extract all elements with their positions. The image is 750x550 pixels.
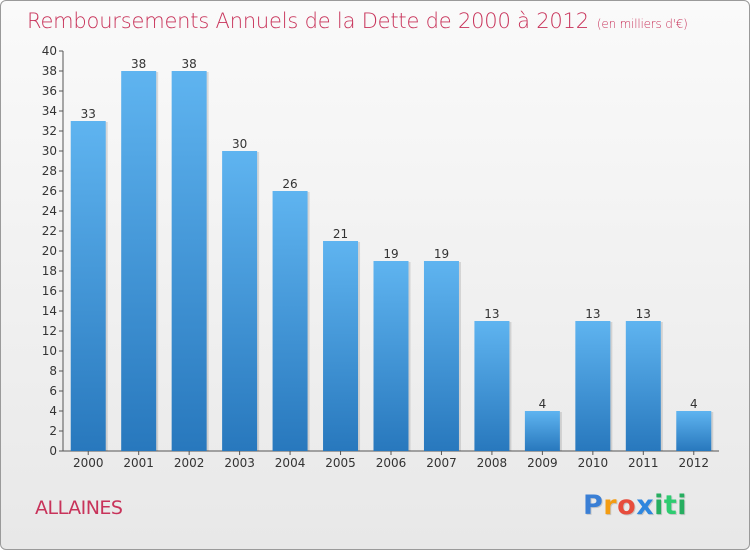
chart-subtitle: (en milliers d'€) <box>596 17 688 31</box>
y-tick-label: 10 <box>42 344 57 358</box>
bar-value-label: 26 <box>282 177 297 191</box>
x-tick-label: 2010 <box>578 456 609 470</box>
y-tick-label: 12 <box>42 324 57 338</box>
bar <box>272 191 308 451</box>
logo-letter: o <box>617 490 637 521</box>
x-tick-label: 2001 <box>123 456 154 470</box>
y-tick-label: 36 <box>42 84 57 98</box>
y-tick-label: 30 <box>42 144 57 158</box>
chart-title-text: Remboursements Annuels de la Dette de 20… <box>27 9 589 33</box>
chart-data-labels: 33 38 38 30 26 21 19 19 13 4 13 13 4 <box>81 57 698 411</box>
bar-value-label: 13 <box>484 307 499 321</box>
y-tick-label: 34 <box>42 104 57 118</box>
y-tick-label: 38 <box>42 64 57 78</box>
y-tick-label: 14 <box>42 304 57 318</box>
bar <box>121 71 157 451</box>
bar <box>423 261 459 451</box>
proxiti-logo: Proxiti <box>583 490 687 521</box>
x-tick-label: 2008 <box>477 456 508 470</box>
x-tick-label: 2007 <box>426 456 457 470</box>
y-tick-label: 28 <box>42 164 57 178</box>
x-tick-label: 2002 <box>174 456 205 470</box>
bar-value-label: 38 <box>131 57 146 71</box>
bar-value-label: 33 <box>81 107 96 121</box>
y-tick-label: 32 <box>42 124 57 138</box>
x-tick-label: 2000 <box>73 456 104 470</box>
bar-value-label: 19 <box>434 247 449 261</box>
commune-name: ALLAINES <box>35 497 123 519</box>
x-tick-label: 2006 <box>376 456 407 470</box>
bar <box>575 321 611 451</box>
chart-bars <box>70 71 714 451</box>
bar-value-label: 4 <box>539 397 547 411</box>
logo-letter: i <box>654 490 664 521</box>
y-tick-label: 16 <box>42 284 57 298</box>
bar <box>474 321 510 451</box>
bar <box>222 151 258 451</box>
chart-axes: 0246810121416182022242628303234363840200… <box>42 44 719 470</box>
bar-value-label: 38 <box>182 57 197 71</box>
bar-value-label: 13 <box>636 307 651 321</box>
bar <box>524 411 560 451</box>
x-tick-label: 2004 <box>275 456 306 470</box>
y-tick-label: 40 <box>42 44 57 58</box>
bar-value-label: 21 <box>333 227 348 241</box>
bar-value-label: 13 <box>585 307 600 321</box>
y-tick-label: 22 <box>42 224 57 238</box>
y-tick-label: 0 <box>49 444 57 458</box>
bar <box>323 241 359 451</box>
x-tick-label: 2005 <box>325 456 356 470</box>
y-tick-label: 26 <box>42 184 57 198</box>
bar <box>625 321 661 451</box>
logo-letter: t <box>663 490 678 521</box>
x-tick-label: 2011 <box>628 456 659 470</box>
x-tick-label: 2012 <box>678 456 709 470</box>
y-tick-label: 8 <box>49 364 57 378</box>
logo-letter: P <box>583 490 604 521</box>
logo-letter: x <box>636 490 655 521</box>
bar-value-label: 4 <box>690 397 698 411</box>
chart-title: Remboursements Annuels de la Dette de 20… <box>27 9 688 33</box>
bar-value-label: 19 <box>383 247 398 261</box>
y-tick-label: 24 <box>42 204 57 218</box>
y-tick-label: 20 <box>42 244 57 258</box>
bar-value-label: 30 <box>232 137 247 151</box>
y-tick-label: 4 <box>49 404 57 418</box>
bar <box>676 411 712 451</box>
logo-letter: r <box>603 490 618 521</box>
bar <box>171 71 207 451</box>
y-tick-label: 18 <box>42 264 57 278</box>
x-tick-label: 2003 <box>224 456 255 470</box>
bar <box>70 121 106 451</box>
y-tick-label: 6 <box>49 384 57 398</box>
bar <box>373 261 409 451</box>
y-tick-label: 2 <box>49 424 57 438</box>
x-tick-label: 2009 <box>527 456 558 470</box>
logo-letter: i <box>677 490 688 521</box>
